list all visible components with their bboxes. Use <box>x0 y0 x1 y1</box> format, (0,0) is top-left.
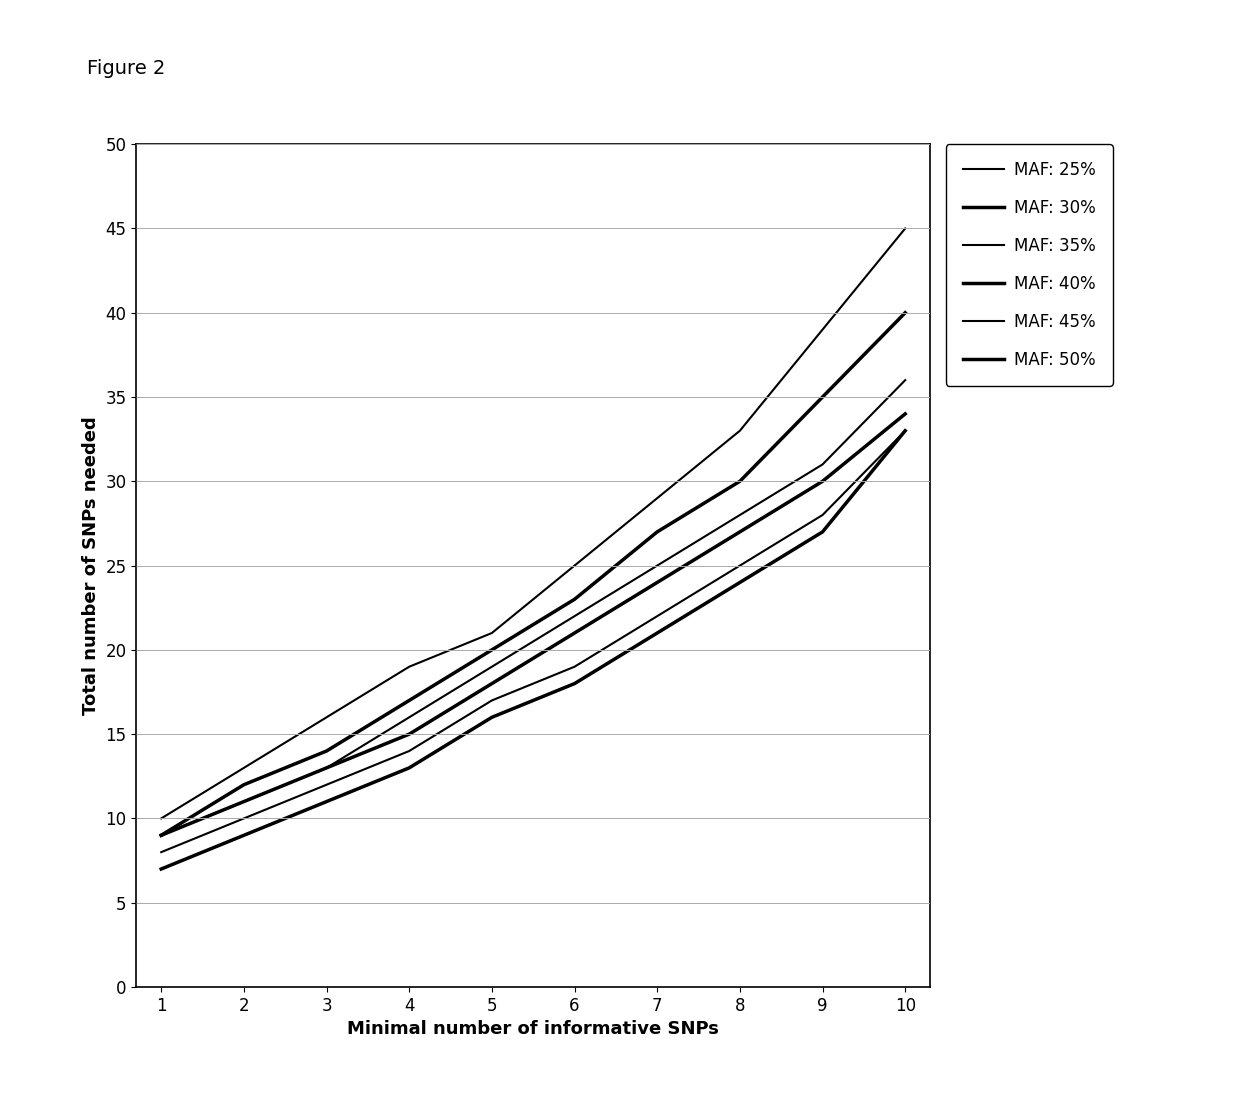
MAF: 25%: (5, 21): 25%: (5, 21) <box>485 627 500 640</box>
MAF: 25%: (4, 19): 25%: (4, 19) <box>402 660 417 673</box>
Line: MAF: 35%: MAF: 35% <box>161 380 905 835</box>
MAF: 35%: (1, 9): 35%: (1, 9) <box>154 828 169 842</box>
MAF: 45%: (1, 8): 45%: (1, 8) <box>154 845 169 858</box>
MAF: 25%: (6, 25): 25%: (6, 25) <box>567 559 582 572</box>
MAF: 35%: (10, 36): 35%: (10, 36) <box>898 374 913 387</box>
MAF: 30%: (10, 40): 30%: (10, 40) <box>898 306 913 319</box>
MAF: 30%: (8, 30): 30%: (8, 30) <box>733 475 748 488</box>
MAF: 35%: (2, 11): 35%: (2, 11) <box>237 795 252 808</box>
MAF: 45%: (10, 33): 45%: (10, 33) <box>898 424 913 437</box>
MAF: 45%: (2, 10): 45%: (2, 10) <box>237 812 252 825</box>
MAF: 30%: (7, 27): 30%: (7, 27) <box>650 526 665 539</box>
MAF: 30%: (3, 14): 30%: (3, 14) <box>319 744 334 757</box>
MAF: 35%: (6, 22): 35%: (6, 22) <box>567 610 582 623</box>
MAF: 40%: (1, 9): 40%: (1, 9) <box>154 828 169 842</box>
MAF: 25%: (9, 39): 25%: (9, 39) <box>815 323 830 336</box>
MAF: 50%: (2, 9): 50%: (2, 9) <box>237 828 252 842</box>
MAF: 50%: (4, 13): 50%: (4, 13) <box>402 761 417 774</box>
MAF: 45%: (8, 25): 45%: (8, 25) <box>733 559 748 572</box>
MAF: 50%: (9, 27): 50%: (9, 27) <box>815 526 830 539</box>
MAF: 45%: (6, 19): 45%: (6, 19) <box>567 660 582 673</box>
MAF: 35%: (7, 25): 35%: (7, 25) <box>650 559 665 572</box>
MAF: 25%: (8, 33): 25%: (8, 33) <box>733 424 748 437</box>
MAF: 30%: (6, 23): 30%: (6, 23) <box>567 592 582 606</box>
MAF: 35%: (3, 13): 35%: (3, 13) <box>319 761 334 774</box>
Line: MAF: 40%: MAF: 40% <box>161 414 905 835</box>
MAF: 45%: (9, 28): 45%: (9, 28) <box>815 508 830 521</box>
Line: MAF: 50%: MAF: 50% <box>161 430 905 869</box>
MAF: 45%: (4, 14): 45%: (4, 14) <box>402 744 417 757</box>
MAF: 30%: (4, 17): 30%: (4, 17) <box>402 694 417 708</box>
MAF: 45%: (5, 17): 45%: (5, 17) <box>485 694 500 708</box>
MAF: 50%: (6, 18): 50%: (6, 18) <box>567 676 582 690</box>
MAF: 50%: (1, 7): 50%: (1, 7) <box>154 863 169 876</box>
MAF: 25%: (1, 10): 25%: (1, 10) <box>154 812 169 825</box>
MAF: 30%: (1, 9): 30%: (1, 9) <box>154 828 169 842</box>
Legend: MAF: 25%, MAF: 30%, MAF: 35%, MAF: 40%, MAF: 45%, MAF: 50%: MAF: 25%, MAF: 30%, MAF: 35%, MAF: 40%, … <box>946 144 1112 386</box>
MAF: 45%: (7, 22): 45%: (7, 22) <box>650 610 665 623</box>
MAF: 40%: (8, 27): 40%: (8, 27) <box>733 526 748 539</box>
MAF: 50%: (3, 11): 50%: (3, 11) <box>319 795 334 808</box>
MAF: 40%: (6, 21): 40%: (6, 21) <box>567 627 582 640</box>
MAF: 40%: (4, 15): 40%: (4, 15) <box>402 728 417 741</box>
MAF: 50%: (10, 33): 50%: (10, 33) <box>898 424 913 437</box>
MAF: 40%: (2, 11): 40%: (2, 11) <box>237 795 252 808</box>
MAF: 50%: (5, 16): 50%: (5, 16) <box>485 711 500 724</box>
X-axis label: Minimal number of informative SNPs: Minimal number of informative SNPs <box>347 1020 719 1038</box>
Text: Figure 2: Figure 2 <box>87 59 165 78</box>
MAF: 35%: (4, 16): 35%: (4, 16) <box>402 711 417 724</box>
Line: MAF: 30%: MAF: 30% <box>161 313 905 835</box>
MAF: 30%: (2, 12): 30%: (2, 12) <box>237 779 252 792</box>
MAF: 30%: (5, 20): 30%: (5, 20) <box>485 643 500 657</box>
MAF: 40%: (9, 30): 40%: (9, 30) <box>815 475 830 488</box>
MAF: 40%: (3, 13): 40%: (3, 13) <box>319 761 334 774</box>
MAF: 40%: (10, 34): 40%: (10, 34) <box>898 407 913 420</box>
MAF: 35%: (5, 19): 35%: (5, 19) <box>485 660 500 673</box>
MAF: 25%: (7, 29): 25%: (7, 29) <box>650 491 665 505</box>
MAF: 50%: (8, 24): 50%: (8, 24) <box>733 576 748 589</box>
MAF: 40%: (5, 18): 40%: (5, 18) <box>485 676 500 690</box>
MAF: 30%: (9, 35): 30%: (9, 35) <box>815 390 830 404</box>
MAF: 35%: (9, 31): 35%: (9, 31) <box>815 458 830 471</box>
Line: MAF: 25%: MAF: 25% <box>161 228 905 818</box>
MAF: 25%: (10, 45): 25%: (10, 45) <box>898 222 913 235</box>
MAF: 45%: (3, 12): 45%: (3, 12) <box>319 779 334 792</box>
MAF: 35%: (8, 28): 35%: (8, 28) <box>733 508 748 521</box>
MAF: 50%: (7, 21): 50%: (7, 21) <box>650 627 665 640</box>
Line: MAF: 45%: MAF: 45% <box>161 430 905 852</box>
MAF: 25%: (3, 16): 25%: (3, 16) <box>319 711 334 724</box>
Y-axis label: Total number of SNPs needed: Total number of SNPs needed <box>82 416 100 715</box>
MAF: 40%: (7, 24): 40%: (7, 24) <box>650 576 665 589</box>
MAF: 25%: (2, 13): 25%: (2, 13) <box>237 761 252 774</box>
